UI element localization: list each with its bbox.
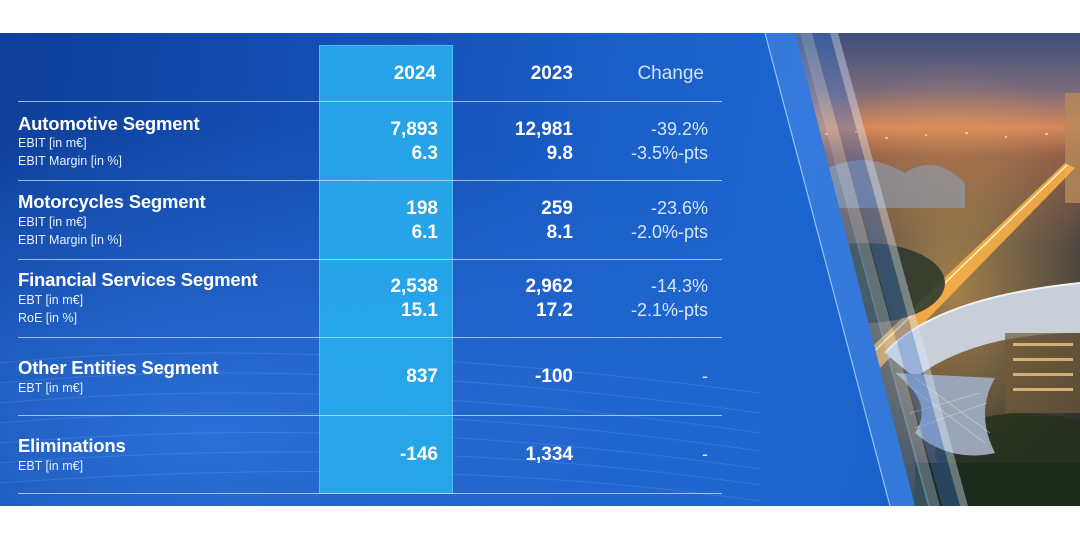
value-change: -: [702, 366, 708, 386]
value-change: -2.0%-pts: [630, 222, 708, 242]
divider: [18, 259, 722, 260]
slide: 2024 2023 Change Automotive Segment EBIT…: [0, 33, 1080, 506]
value-2023: 17.2: [536, 300, 573, 321]
value-change: -3.5%-pts: [630, 143, 708, 163]
header-2024: 2024: [393, 63, 436, 84]
row-title-automotive: Automotive Segment: [18, 113, 200, 134]
row-label: EBIT [in m€]: [18, 136, 87, 150]
divider: [18, 493, 722, 494]
value-change: -: [702, 444, 708, 464]
value-2024: 15.1: [401, 300, 438, 321]
value-2024: -146: [399, 444, 438, 465]
row-title-other-entities: Other Entities Segment: [18, 357, 219, 378]
row-title-motorcycles: Motorcycles Segment: [18, 191, 206, 212]
value-change: -23.6%: [650, 198, 708, 218]
city-photo: [765, 33, 1080, 506]
value-2024: 6.3: [411, 143, 438, 164]
value-2023: -100: [534, 366, 573, 387]
header-change: Change: [637, 63, 704, 84]
row-label: EBIT Margin [in %]: [18, 154, 122, 168]
value-2024: 2,538: [390, 276, 438, 297]
value-2024: 6.1: [411, 222, 438, 243]
row-label: EBIT Margin [in %]: [18, 233, 122, 247]
divider: [18, 415, 722, 416]
value-change: -14.3%: [650, 276, 708, 296]
row-label: RoE [in %]: [18, 311, 78, 325]
row-label: EBT [in m€]: [18, 381, 84, 395]
value-2023: 12,981: [514, 119, 573, 140]
value-2023: 1,334: [525, 444, 573, 465]
divider: [18, 101, 722, 102]
value-2023: 9.8: [546, 143, 573, 164]
value-change: -39.2%: [650, 119, 708, 139]
glass-panel-decoration: [764, 33, 968, 506]
value-2024: 7,893: [390, 119, 438, 140]
value-2024: 837: [406, 366, 438, 387]
row-title-financial-services: Financial Services Segment: [18, 269, 258, 290]
row-label: EBIT [in m€]: [18, 215, 87, 229]
row-label: EBT [in m€]: [18, 293, 84, 307]
value-2023: 8.1: [546, 222, 573, 243]
value-2024: 198: [406, 198, 438, 219]
row-label: EBT [in m€]: [18, 459, 84, 473]
divider: [18, 180, 722, 181]
value-change: -2.1%-pts: [630, 300, 708, 320]
value-2023: 2,962: [525, 276, 573, 297]
divider: [18, 337, 722, 338]
header-2023: 2023: [530, 63, 573, 84]
highlight-column-2024: [319, 45, 453, 494]
row-title-eliminations: Eliminations: [18, 435, 126, 456]
value-2023: 259: [541, 198, 573, 219]
